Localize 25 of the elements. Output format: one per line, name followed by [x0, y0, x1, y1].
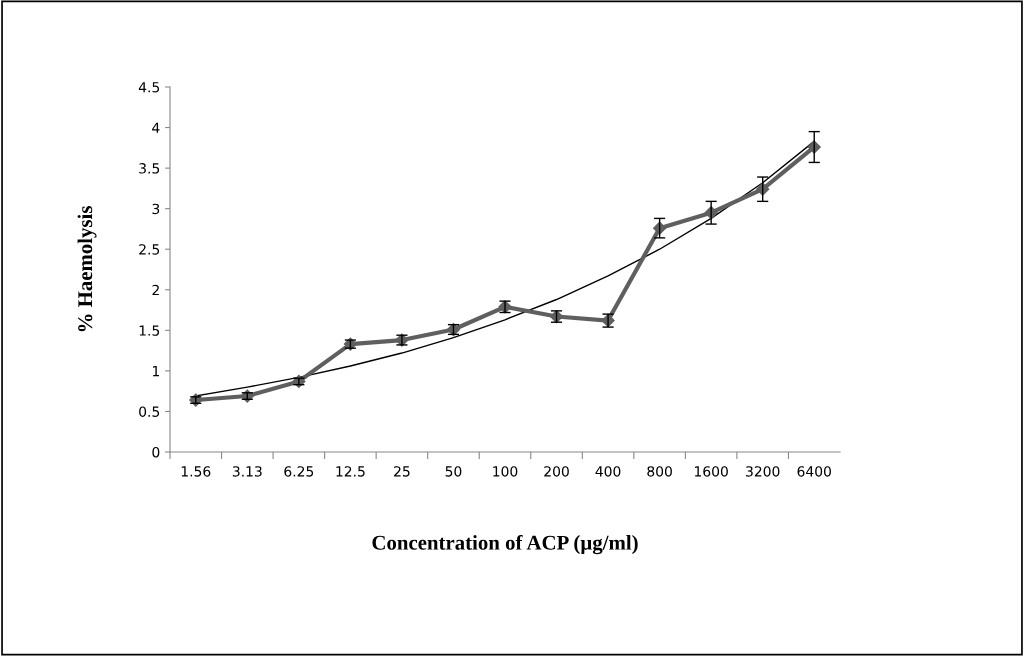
x-tick-label: 6400 [797, 466, 831, 477]
y-tick-label: 1.5 [139, 325, 160, 336]
y-tick-label: 0 [152, 446, 160, 458]
x-tick-label: 3.13 [232, 466, 262, 477]
x-tick-label: 3200 [746, 466, 780, 477]
y-tick-label: 2.5 [139, 244, 160, 255]
y-tick-label: 0.5 [139, 406, 160, 417]
x-tick-label: 800 [647, 466, 672, 477]
x-tick-label: 12.5 [336, 466, 365, 477]
x-tick-label: 25 [394, 466, 410, 477]
y-tick-label: 4 [152, 122, 160, 133]
y-tick-label: 2 [152, 284, 159, 296]
y-tick-label: 3.5 [139, 163, 160, 174]
x-tick-label: 400 [595, 466, 621, 477]
x-tick-label: 6.25 [284, 466, 314, 477]
y-tick-label: 1 [152, 366, 159, 377]
y-axis-title: % Haemolysis [77, 206, 97, 332]
x-tick-label: 50 [445, 466, 462, 477]
y-tick-label: 3 [152, 203, 160, 215]
x-tick-label: 100 [493, 466, 518, 477]
x-axis-title: Concentration of ACP (µg/ml) [372, 534, 638, 555]
x-tick-label: 1600 [695, 466, 728, 477]
x-tick-label: 1.56 [181, 466, 211, 477]
x-tick-label: 200 [544, 466, 569, 477]
y-tick-label: 4.5 [138, 82, 160, 93]
